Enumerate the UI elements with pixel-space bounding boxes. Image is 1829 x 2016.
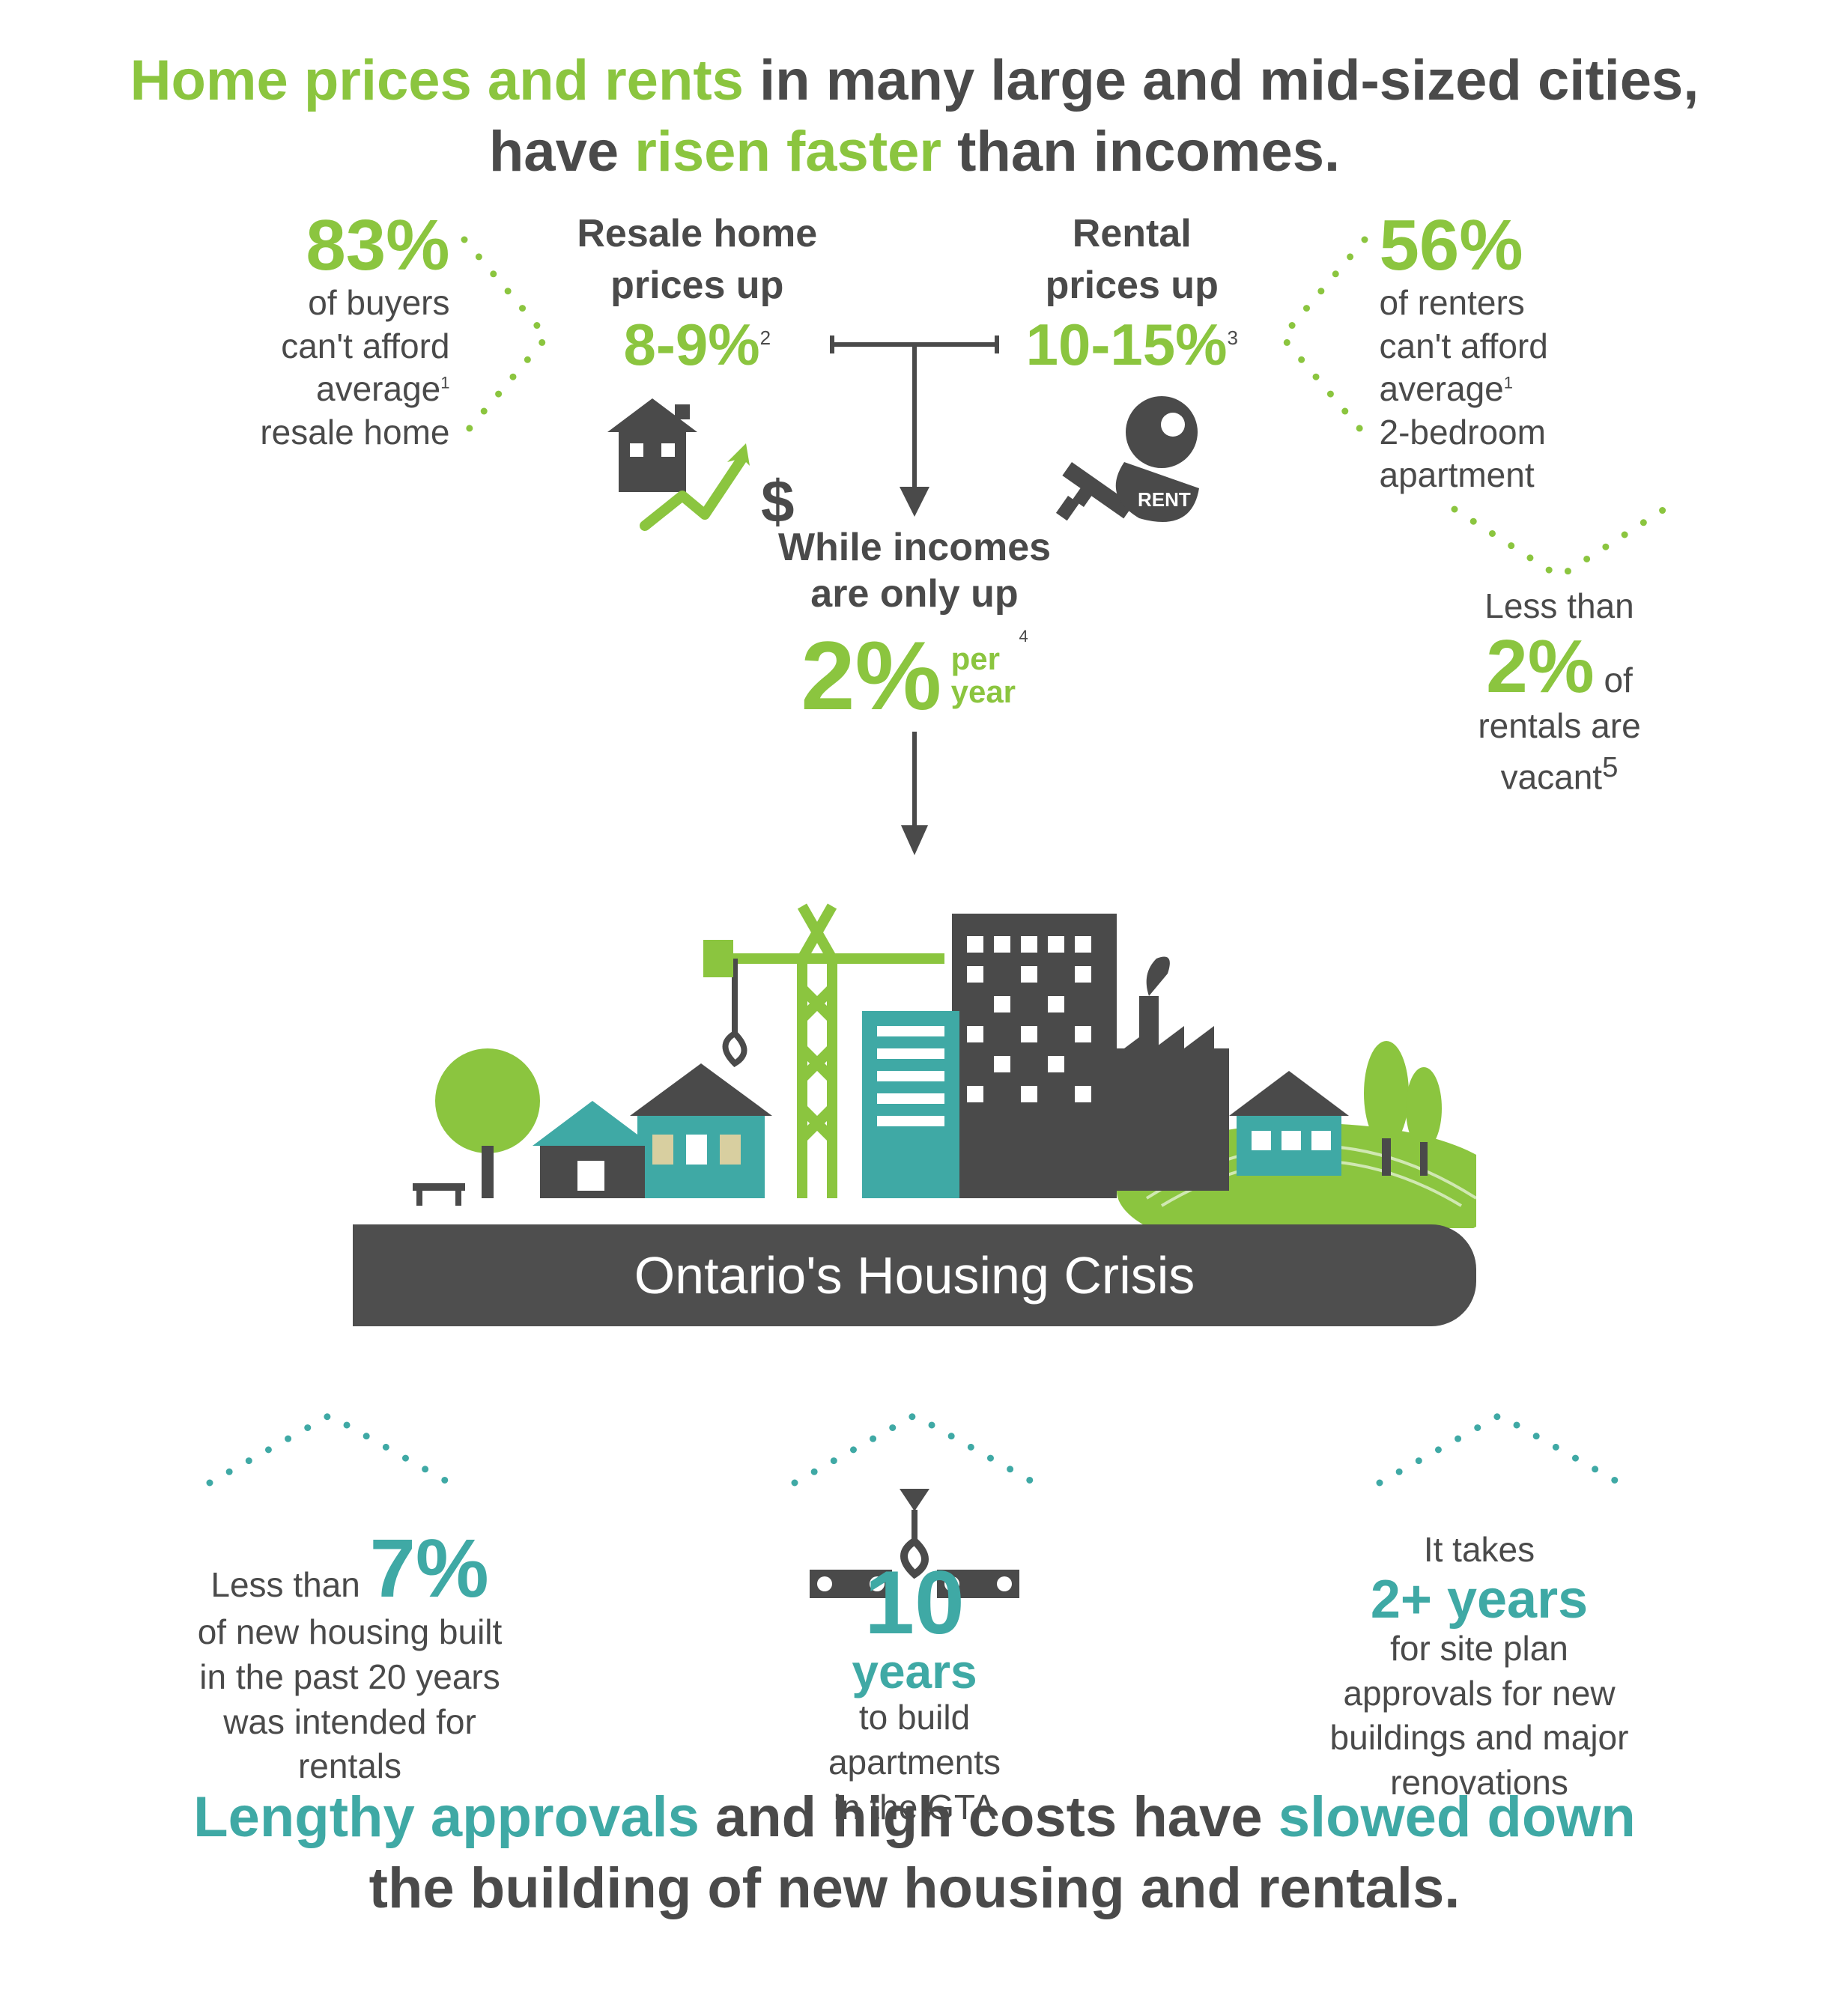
approvals-l1: for site plan (1390, 1629, 1568, 1668)
vacant-l3: vacant (1501, 757, 1603, 796)
stat-renters-l2: can't afford (1380, 327, 1548, 365)
build-time-unit: years (655, 1648, 1174, 1695)
stat-buyers: 83% of buyers can't afford average1 resa… (60, 210, 465, 454)
headline-top-seg4: than incomes. (941, 120, 1340, 183)
stat-buyers-l3: average (316, 369, 440, 408)
headline-bottom-teal1: Lengthy approvals (193, 1785, 700, 1849)
lower-stats: Less than 7% of new housing built in the… (90, 1378, 1739, 1830)
vacant-l1: Less than (1484, 586, 1634, 625)
new-housing-l2: in the past 20 years (199, 1657, 500, 1696)
new-housing-value: 7% (370, 1522, 489, 1615)
stat-buyers-value: 83% (60, 210, 450, 282)
infographic: Home prices and rents in many large and … (0, 0, 1829, 2016)
stat-renters-l5: apartment (1380, 455, 1535, 494)
headline-top: Home prices and rents in many large and … (128, 45, 1701, 187)
build-time-l2: apartments (828, 1743, 1001, 1782)
build-time-l1: to build (859, 1698, 970, 1737)
stat-renters-l4: 2-bedroom (1380, 413, 1546, 452)
house-chart-icon: $ (600, 391, 795, 541)
vacant-value: 2% (1486, 625, 1595, 708)
incomes-value: 2% (801, 627, 941, 724)
stat-buyers-l2: can't afford (281, 327, 449, 365)
rent-key-icon: RENT (1042, 391, 1222, 533)
stat-buyers-l4: resale home (260, 413, 449, 452)
new-housing-l4: rentals (298, 1746, 401, 1785)
stat-renters-l1: of renters (1380, 283, 1525, 322)
t-connector-icon (802, 330, 1027, 524)
stat-renters-fn: 1 (1504, 374, 1513, 392)
headline-bottom-seg2: and high costs have (700, 1785, 1279, 1849)
banner-title: Ontario's Housing Crisis (353, 1224, 1476, 1326)
stat-approvals: It takes 2+ years for site plan approval… (1219, 1378, 1739, 1830)
stat-new-housing: Less than 7% of new housing built in the… (90, 1378, 610, 1830)
vacant-of: of (1604, 661, 1632, 699)
vacant-l2: rentals are (1478, 706, 1640, 745)
down-arrow-icon (892, 732, 937, 859)
stat-renters: 56% of renters can't afford average1 2-b… (1365, 210, 1770, 497)
new-housing-l1: of new housing built (198, 1612, 503, 1651)
svg-text:RENT: RENT (1138, 488, 1191, 511)
new-housing-l3: was intended for (223, 1702, 476, 1741)
stat-renters-value: 56% (1380, 210, 1770, 282)
stat-build-time: 10 years to build apartments in the GTA (655, 1378, 1174, 1830)
approvals-l3: buildings and major (1330, 1718, 1629, 1757)
stat-renters-l3: average (1380, 369, 1504, 408)
chevron-left-icon (1260, 225, 1380, 449)
incomes-block: While incomes are only up 2% peryear 4 (652, 524, 1177, 859)
stat-buyers-l1: of buyers (308, 283, 449, 322)
vacant-fn: 5 (1602, 751, 1618, 783)
approvals-pre: It takes (1424, 1530, 1535, 1569)
incomes-l2: are only up (652, 571, 1177, 617)
build-time-value: 10 (864, 1552, 964, 1653)
headline-bottom: Lengthy approvals and high costs have sl… (60, 1782, 1769, 1924)
cityscape-icon (353, 869, 1476, 1228)
city-illustration: Ontario's Housing Crisis (353, 869, 1476, 1326)
vacant-block: Less than 2% of rentals are vacant5 (1402, 584, 1717, 800)
incomes-fn: 4 (1019, 627, 1028, 646)
incomes-l1: While incomes (652, 524, 1177, 571)
headline-top-green2: risen faster (634, 120, 941, 183)
headline-bottom-seg4: the building of new housing and rentals. (369, 1856, 1461, 1920)
approvals-value: 2+ years (1219, 1573, 1739, 1627)
approvals-l2: approvals for new (1343, 1674, 1615, 1713)
headline-top-green1: Home prices and rents (130, 49, 744, 112)
new-housing-pre: Less than (210, 1565, 369, 1604)
chevron-down-icon (1440, 494, 1679, 592)
chevron-right-icon (449, 225, 569, 449)
headline-bottom-teal2: slowed down (1279, 1785, 1636, 1849)
incomes-peryear: peryear (951, 643, 1016, 708)
stat-buyers-fn: 1 (440, 374, 449, 392)
